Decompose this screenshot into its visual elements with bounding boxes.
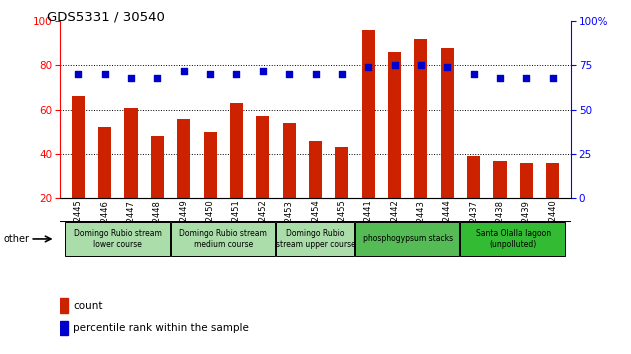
Bar [276,222,354,256]
Bar [440,48,454,198]
Bar [151,136,164,198]
Point [179,68,189,74]
Bar [493,161,507,198]
Bar [60,320,68,335]
Bar [204,132,216,198]
Bar [230,103,243,198]
Point [521,75,531,81]
Point [337,72,347,77]
Point [73,72,83,77]
Bar [388,52,401,198]
Text: Domingo Rubio
stream upper course: Domingo Rubio stream upper course [276,229,355,249]
Text: Domingo Rubio stream
lower course: Domingo Rubio stream lower course [74,229,162,249]
Point [310,72,321,77]
Point [100,72,110,77]
Bar [309,141,322,198]
Point [548,75,558,81]
Bar [72,97,85,198]
Bar [177,119,191,198]
Text: phosphogypsum stacks: phosphogypsum stacks [363,234,453,244]
Point [416,63,426,68]
Bar [415,39,427,198]
Bar [335,147,348,198]
Bar [98,127,111,198]
Bar [60,298,68,313]
Text: GDS5331 / 30540: GDS5331 / 30540 [47,11,165,24]
Point [257,68,268,74]
Text: percentile rank within the sample: percentile rank within the sample [73,323,249,333]
Text: count: count [73,301,103,311]
Bar [170,222,275,256]
Bar [467,156,480,198]
Bar [355,222,459,256]
Bar [283,123,296,198]
Point [284,72,294,77]
Bar [546,163,559,198]
Point [232,72,242,77]
Bar [65,222,170,256]
Bar [362,30,375,198]
Point [495,75,505,81]
Bar [124,108,138,198]
Point [469,72,479,77]
Point [389,63,399,68]
Text: Domingo Rubio stream
medium course: Domingo Rubio stream medium course [179,229,267,249]
Bar [520,163,533,198]
Text: other: other [3,234,29,244]
Point [442,64,452,70]
Point [363,64,374,70]
Bar [256,116,269,198]
Bar [461,222,565,256]
Point [126,75,136,81]
Point [205,72,215,77]
Point [152,75,162,81]
Text: Santa Olalla lagoon
(unpolluted): Santa Olalla lagoon (unpolluted) [476,229,551,249]
